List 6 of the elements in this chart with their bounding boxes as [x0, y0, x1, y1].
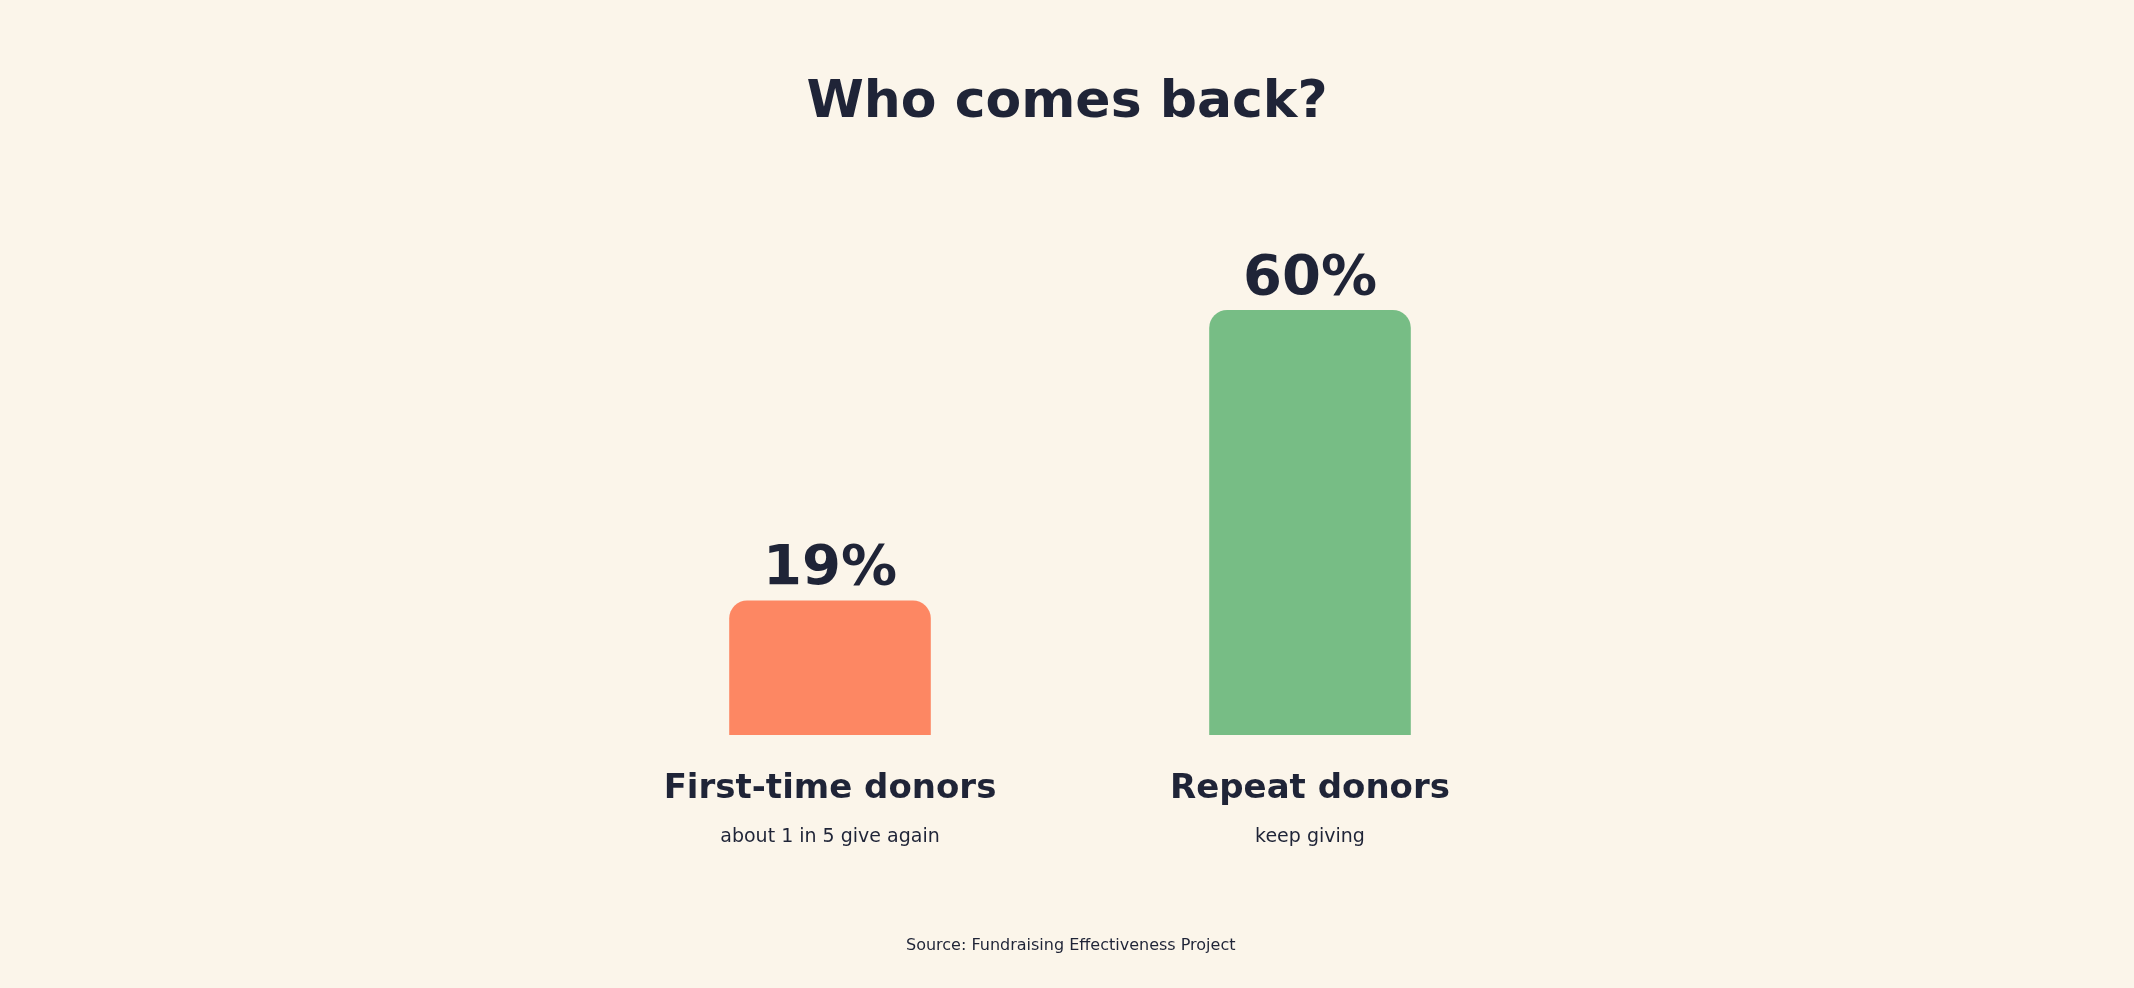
source-note: Source: Fundraising Effectiveness Project	[906, 935, 1236, 954]
data-label: 19%	[762, 532, 898, 598]
x-tick-label: Repeat donors keep giving	[1170, 766, 1450, 847]
data-label: 60%	[1242, 242, 1378, 307]
x-tick-label: First-time donors about 1 in 5 give again	[663, 766, 997, 847]
chart-title: Who comes back?	[806, 69, 1328, 129]
